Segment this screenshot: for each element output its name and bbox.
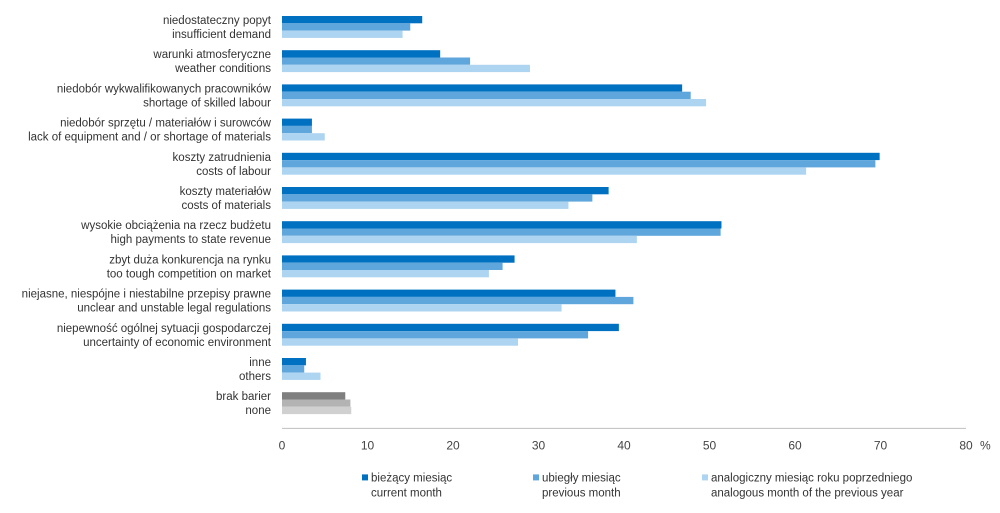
legend-label-en: previous month	[542, 487, 621, 499]
x-tick-label: 70	[874, 438, 888, 452]
x-tick-label: 10	[361, 438, 375, 452]
category-label-en: others	[239, 371, 271, 383]
category-label-en: too tough competition on market	[107, 268, 272, 280]
category-label-en: costs of materials	[182, 200, 272, 212]
category-label-en: uncertainty of economic environment	[83, 337, 272, 349]
category-label-pl: niepewność ogólnej sytuacji gospodarczej	[57, 323, 271, 335]
bar	[282, 406, 352, 415]
bar	[282, 296, 634, 305]
category-label-en: costs of labour	[196, 166, 271, 178]
bar	[282, 201, 569, 209]
x-tick-label: 30	[532, 438, 546, 452]
x-tick-label: 50	[703, 438, 717, 452]
bar	[282, 392, 346, 400]
bar	[282, 99, 707, 107]
legend: bieżący miesiąc current month ubiegły mies…	[362, 472, 912, 499]
category-label-pl: koszty zatrudnienia	[173, 152, 272, 164]
x-tick-label: 40	[617, 438, 631, 452]
category-label-pl: niedobór sprzętu / materiałów i surowców	[60, 118, 272, 130]
x-unit-label: %	[980, 438, 991, 452]
bar	[282, 84, 683, 92]
category-label-en: none	[245, 405, 271, 417]
bar	[282, 270, 489, 278]
bar	[282, 358, 306, 366]
legend-swatch	[533, 474, 539, 481]
bar	[282, 16, 423, 24]
bar	[282, 235, 637, 244]
category-labels: niedostateczny popyt insufficient demand w…	[22, 15, 272, 417]
bar	[282, 372, 321, 380]
category-label-pl: inne	[249, 357, 271, 369]
category-label-pl: brak barier	[216, 391, 271, 403]
bar	[282, 167, 807, 175]
bar	[282, 57, 471, 65]
bar	[282, 365, 305, 373]
category-label-en: weather conditions	[174, 63, 271, 75]
category-label-pl: niedostateczny popyt	[163, 15, 272, 27]
bar	[282, 23, 411, 31]
bar	[282, 304, 562, 312]
bar	[282, 221, 722, 229]
x-tick-labels: 0 10 20 30 40 50 60 70 80	[279, 438, 973, 452]
category-label-en: lack of equipment and / or shortage of m…	[28, 132, 271, 144]
x-tick-label: 80	[959, 438, 973, 452]
legend-label-pl: ubiegły miesiąc	[542, 472, 621, 484]
bar	[282, 133, 325, 141]
bar	[282, 64, 530, 73]
bar	[282, 160, 876, 168]
bar	[282, 323, 619, 332]
bar	[282, 228, 721, 236]
bar	[282, 125, 312, 134]
legend-swatch	[362, 474, 368, 481]
bar	[282, 289, 616, 297]
category-label-en: high payments to state revenue	[111, 234, 271, 246]
category-label-pl: warunki atmosferyczne	[152, 49, 271, 61]
bar	[282, 262, 503, 270]
category-label-pl: niedobór wykwalifikowanych pracowników	[57, 83, 272, 95]
category-label-en: unclear and unstable legal regulations	[77, 303, 271, 315]
category-label-en: insufficient demand	[172, 29, 271, 41]
x-tick-label: 60	[788, 438, 802, 452]
category-label-pl: niejasne, niespójne i niestabilne przepi…	[22, 289, 271, 301]
category-label-en: shortage of skilled labour	[143, 97, 271, 109]
bar	[282, 50, 441, 58]
x-tick-label: 0	[279, 438, 286, 452]
legend-label-pl: analogiczny miesiąc roku poprzedniego	[711, 472, 912, 484]
bar	[282, 399, 351, 407]
legend-swatch	[702, 474, 708, 481]
category-label-pl: koszty materiałów	[180, 186, 272, 198]
legend-label-pl: bieżący miesiąc	[371, 472, 452, 484]
bar	[282, 338, 518, 346]
bars	[282, 16, 880, 415]
bar	[282, 255, 515, 263]
legend-label-en: current month	[371, 487, 442, 499]
bar	[282, 187, 609, 195]
bar	[282, 152, 880, 161]
category-label-pl: wysokie obciążenia na rzecz budżetu	[80, 220, 271, 232]
bar	[282, 331, 589, 339]
bar	[282, 194, 593, 202]
bar	[282, 30, 403, 38]
bar	[282, 91, 691, 99]
bar	[282, 118, 312, 126]
category-label-pl: zbyt duża konkurencja na rynku	[109, 254, 271, 266]
x-tick-label: 20	[446, 438, 460, 452]
legend-label-en: analogous month of the previous year	[711, 487, 904, 499]
